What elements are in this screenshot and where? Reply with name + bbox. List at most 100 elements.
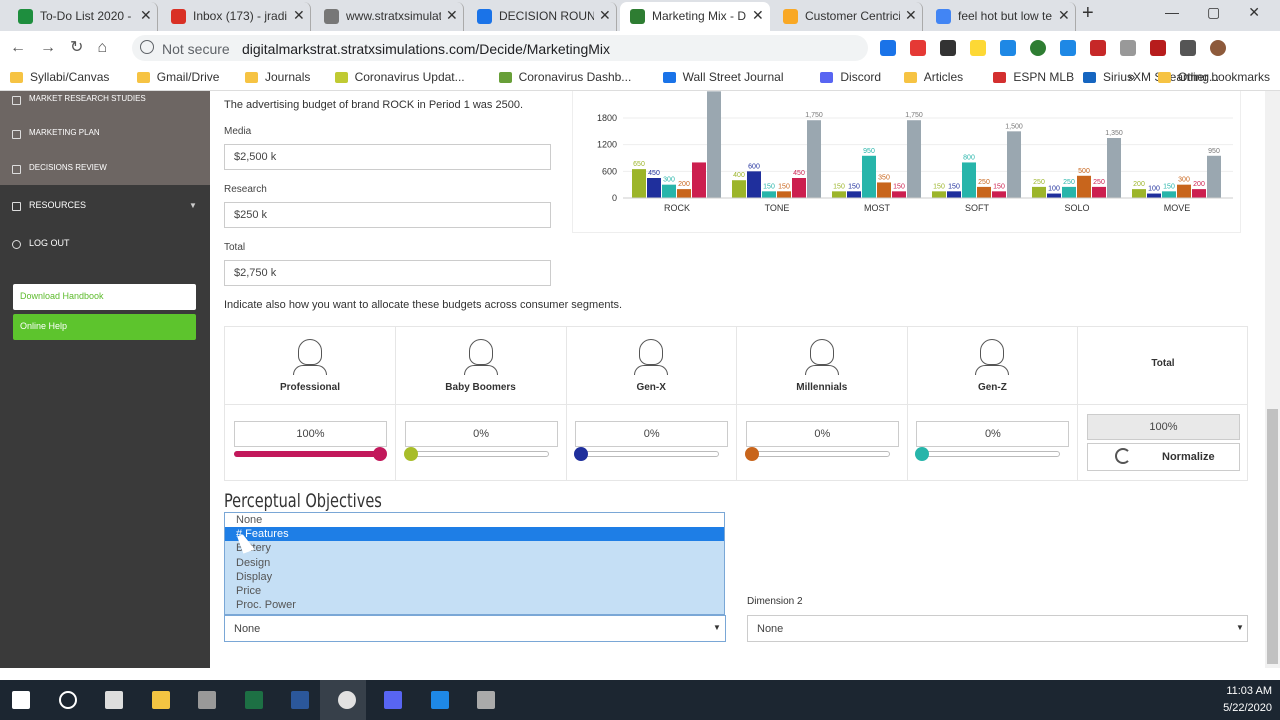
browser-tab[interactable]: DECISION ROUND ✕ [467,2,617,31]
browser-tab[interactable]: Customer Centrici ✕ [773,2,923,31]
segment-input[interactable]: 0% [404,421,558,447]
dropdown-option[interactable]: Display [236,570,273,583]
slider-knob[interactable] [915,447,930,461]
dimension1-select[interactable]: None [224,615,726,642]
bar-label: 150 [933,183,945,190]
segment-icon [639,339,664,365]
bar [1132,189,1146,198]
col-divider [395,327,396,480]
taskbar-icon[interactable] [384,691,402,709]
menu-item[interactable]: RESOURCES [29,200,87,210]
segment-input[interactable]: 0% [745,421,899,447]
help-button[interactable]: Online Help [13,314,196,340]
normalize-button[interactable]: Normalize [1087,443,1240,471]
slider-knob[interactable] [403,447,418,461]
slider-track [916,451,1061,457]
segment-name: Millennials [796,382,848,393]
handbook-button[interactable]: Download Handbook [13,284,196,310]
taskbar-icon[interactable] [105,691,123,709]
browser-tab[interactable]: feel hot but low te ✕ [926,2,1076,31]
slider-fill [234,451,378,457]
bar [1107,138,1121,198]
segment-icon [468,339,493,365]
bar [892,191,906,198]
menu-item[interactable]: MARKET RESEARCH STUDIES [29,94,146,103]
menu-item[interactable]: LOG OUT [29,238,70,248]
dropdown-option[interactable]: # Features [225,527,724,542]
tab-close: ✕ [1058,7,1070,23]
bookmark[interactable]: Wall Street Journal [682,70,784,84]
segment-icon [980,339,1005,365]
field-input[interactable]: $250 k [224,202,551,228]
taskbar-icon[interactable] [151,691,170,709]
field-label: Total [224,242,246,253]
taskbar-icon[interactable] [12,691,30,709]
bar [1092,186,1106,198]
browser-tab[interactable]: Marketing Mix - D ✕ [620,2,770,31]
bar [792,178,806,198]
bar-label: 800 [963,154,975,161]
extension-icon [1000,40,1016,56]
segment-name: Professional [279,382,341,393]
x-tick-label: SOLO [1064,203,1089,213]
bar-label: 200 [1193,181,1205,188]
bar-label: 250 [1093,179,1105,186]
y-tick-label: 0 [612,193,617,203]
bookmark-icon [820,72,834,83]
bookmark[interactable]: Discord [840,70,882,84]
field-input[interactable]: $2,500 k [224,144,551,170]
bookmark-icon [662,72,676,83]
dropdown-option[interactable]: Proc. Power [236,599,296,612]
taskbar-icon[interactable] [337,691,356,709]
browser-tab[interactable]: To-Do List 2020 - (✕ [8,2,158,31]
bookmark[interactable]: ESPN MLB [1013,70,1075,84]
browser-tab[interactable]: Inbox (173) - jradi ✕ [161,2,311,31]
select-arrow: ▼ [1236,623,1244,632]
bar [1162,191,1176,198]
taskbar-icon[interactable] [58,691,77,709]
dropdown-option[interactable]: Battery [236,542,271,555]
taskbar-icon[interactable] [477,691,495,709]
menu-item[interactable]: DECISIONS REVIEW [29,163,107,172]
bookmark[interactable]: Syllabi/Canvas [30,70,110,84]
bar [807,120,821,198]
extension-icon [970,40,986,56]
menu-item[interactable]: MARKETING PLAN [29,128,100,137]
sidebar-top [0,91,210,185]
bookmark[interactable]: Journals [265,70,311,84]
col-divider [1077,327,1079,480]
taskbar-icon[interactable] [430,691,449,709]
extension-icon [1030,40,1046,56]
segment-input[interactable]: 100% [234,421,387,447]
col-divider [906,327,908,480]
slider-knob[interactable] [574,447,589,461]
slider-knob[interactable] [373,447,387,461]
taskbar-icon[interactable] [198,691,216,709]
bookmark[interactable]: Coronavirus Dashb... [518,70,632,84]
browser-tab[interactable]: www.stratxsimulati ✕ [314,2,464,31]
bookmark[interactable]: Coronavirus Updat... [354,70,465,84]
dropdown-option[interactable]: Design [236,556,271,569]
bar-label: 150 [833,183,845,190]
bookmark[interactable]: Articles [923,70,964,84]
bar-label: 250 [1033,179,1045,186]
segment-input[interactable]: 0% [575,421,729,447]
bar [632,169,646,198]
segment-input[interactable]: 0% [916,421,1070,447]
select-arrow: ▼ [713,623,721,632]
taskbar-icon[interactable] [291,691,309,709]
dropdown-option[interactable]: Price [236,585,262,597]
bar-label: 400 [733,172,745,179]
dropdown-option[interactable]: None [225,513,724,527]
total-label: Total [1151,358,1175,369]
taskbar-icon[interactable] [244,691,263,709]
bookmark[interactable]: Gmail/Drive [156,70,220,84]
y-tick-label: 1800 [597,113,617,123]
bar [647,178,661,198]
dimension2-select[interactable]: None [747,615,1248,642]
tab-icon [18,9,33,24]
other-bookmarks[interactable]: Other bookmarks [1178,70,1271,84]
segment-icon-body [293,365,327,375]
slider-knob[interactable] [744,447,759,461]
bar-chart: 060012001800ROCK650450300200TONE40060015… [597,91,1233,213]
